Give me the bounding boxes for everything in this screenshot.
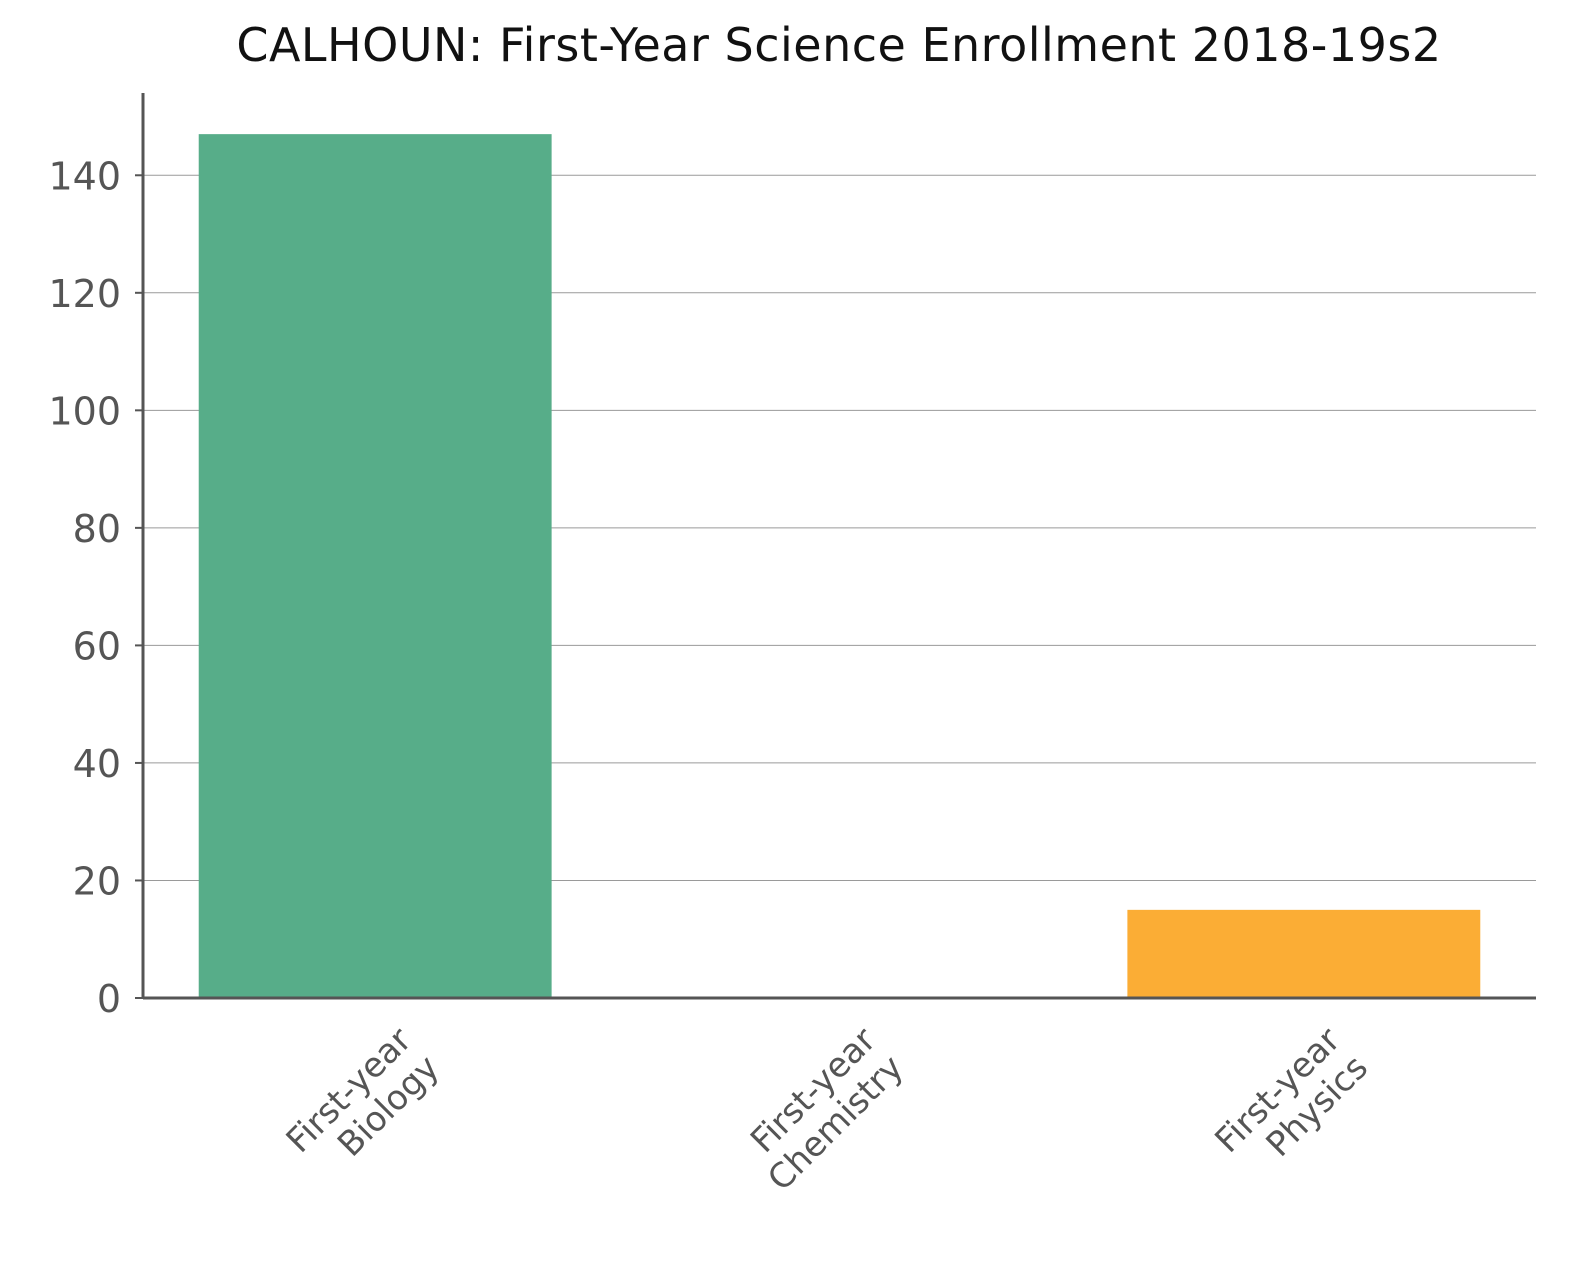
y-tick-label: 120	[48, 272, 121, 316]
y-tick-label: 20	[73, 859, 121, 903]
x-tick-label: First-yearPhysics	[1207, 1020, 1375, 1188]
axes	[141, 93, 1536, 1000]
bar-0	[198, 134, 552, 999]
x-tick-label: First-yearChemistry	[733, 1020, 912, 1199]
y-tick-label: 60	[73, 624, 121, 668]
y-tick-label: 40	[73, 742, 121, 786]
y-tick-labels: 0 20 40 60 80 100 120 140	[48, 154, 121, 1021]
y-tick-label: 100	[48, 389, 121, 433]
y-tick-label: 0	[97, 977, 121, 1021]
bars	[198, 134, 1481, 999]
y-tick-label: 140	[48, 154, 121, 198]
x-tick-labels: First-yearBiology First-yearChemistry Firs…	[279, 1020, 1376, 1199]
bar-2	[1127, 909, 1481, 998]
chart-title: CALHOUN: First-Year Science Enrollment 2…	[236, 18, 1442, 72]
y-tick-label: 80	[73, 507, 121, 551]
x-tick-label: First-yearBiology	[279, 1020, 447, 1188]
